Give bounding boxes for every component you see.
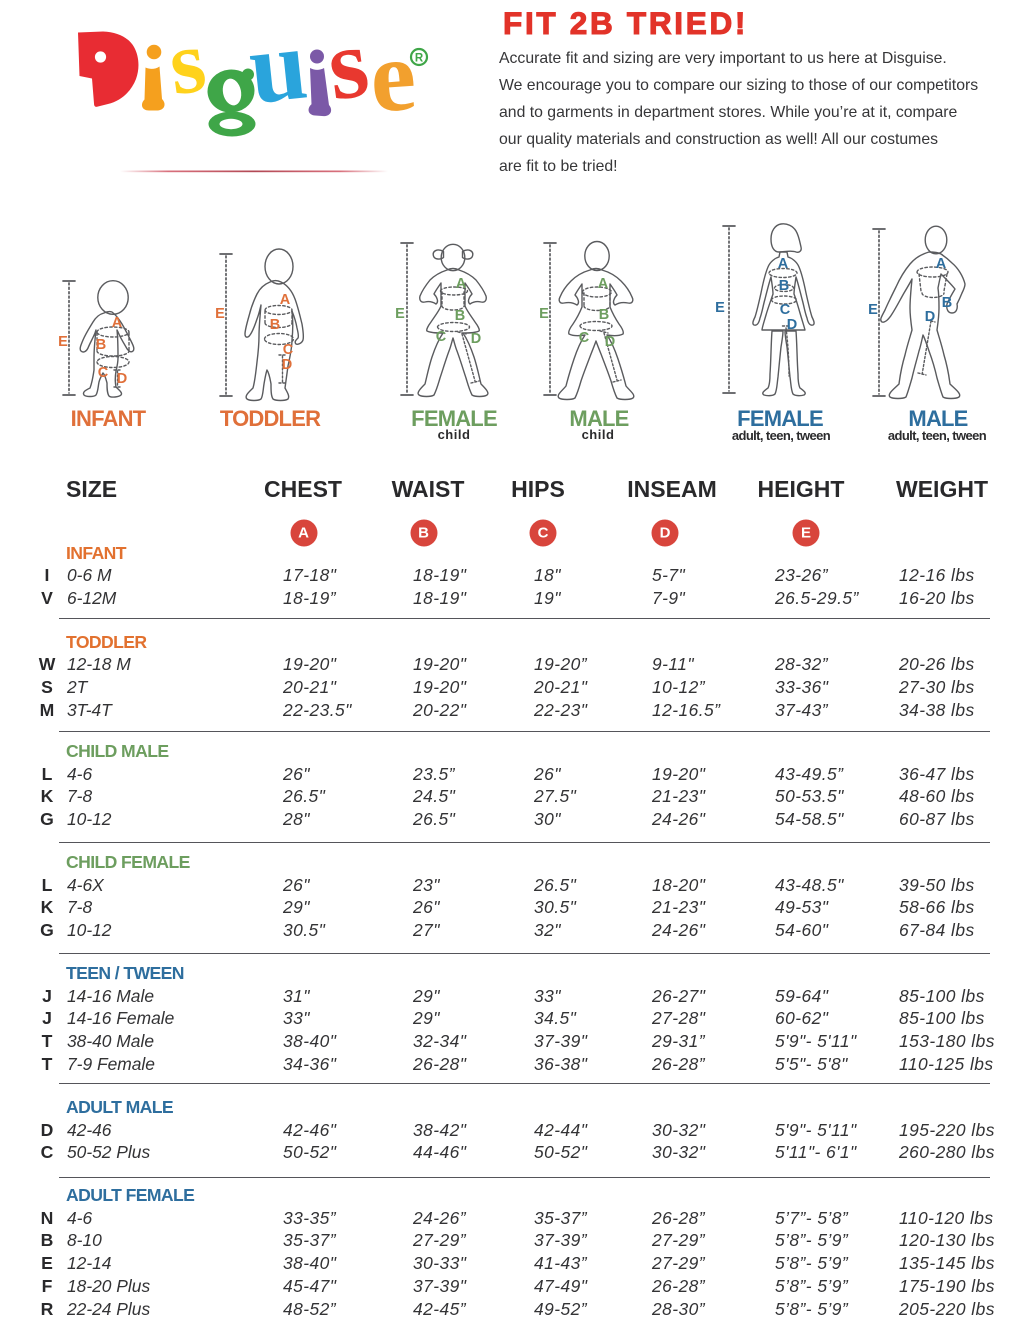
svg-text:B: B [96,337,106,353]
svg-text:B: B [270,317,280,333]
svg-text:E: E [868,302,878,318]
svg-text:e: e [366,19,419,135]
svg-text:A: A [280,292,291,308]
svg-text:D: D [605,334,615,350]
svg-text:R: R [415,53,424,65]
svg-text:C: C [579,330,590,346]
svg-text:A: A [598,276,609,292]
svg-text:D: D [787,317,797,333]
svg-text:E: E [215,306,225,322]
svg-text:B: B [455,308,465,324]
svg-text:A: A [112,315,123,331]
svg-text:B: B [942,295,952,311]
svg-text:A: A [936,256,947,272]
svg-text:B: B [779,278,789,294]
svg-text:E: E [395,306,405,322]
svg-text:E: E [58,334,68,350]
svg-text:C: C [436,329,447,345]
svg-text:u: u [244,7,312,125]
svg-text:A: A [778,256,789,272]
svg-text:A: A [456,276,467,292]
svg-text:E: E [539,306,549,322]
svg-text:C: C [283,342,294,358]
svg-text:B: B [599,307,609,323]
svg-text:D: D [117,371,127,387]
svg-text:D: D [925,309,935,325]
svg-text:D: D [471,331,481,347]
svg-text:E: E [715,300,725,316]
svg-text:C: C [98,365,109,381]
svg-text:C: C [780,302,791,318]
svg-text:D: D [282,357,292,373]
